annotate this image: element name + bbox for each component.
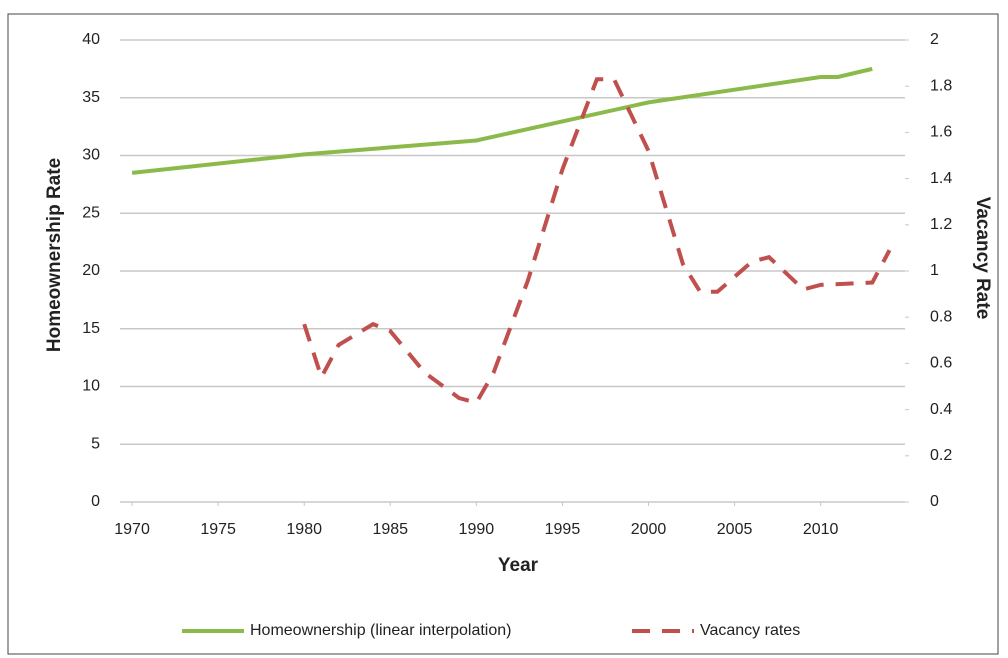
y-axis-title: Homeownership Rate [44,158,65,352]
y2-tick-label: 0.4 [930,401,952,418]
y2-tick-label: 1.8 [930,77,952,94]
y-tick-label: 0 [91,493,100,510]
y-tick-label: 40 [82,31,100,48]
y2-tick-label: 2 [930,31,939,48]
y-tick-label: 30 [82,147,100,164]
y-tick-label: 25 [82,204,100,221]
series-line [131,66,873,175]
y2-tick-label: 1.4 [930,170,952,187]
x-tick-label: 1980 [286,521,322,538]
y2-axis-title: Vacancy Rate [972,197,993,320]
x-tick-label: 1970 [114,521,150,538]
series-line [302,77,892,406]
legend-label: Vacancy rates [700,622,800,639]
y2-tick-label: 0.6 [930,355,952,372]
y2-tick-label: 1 [930,262,939,279]
x-tick-label: 1975 [200,521,236,538]
frame [7,13,999,655]
x-axis-title: Year [498,555,539,576]
x-tick-label: 2005 [717,521,753,538]
x-tick-label: 1995 [545,521,581,538]
x-tick-label: 1985 [372,521,408,538]
y2-tick-label: 0 [930,493,939,510]
x-tick-label: 1990 [459,521,495,538]
x-tick-label: 2000 [631,521,667,538]
y2-tick-label: 1.2 [930,216,952,233]
legend-label: Homeownership (linear interpolation) [250,622,511,639]
y2-tick-label: 0.2 [930,447,952,464]
y2-tick-label: 0.8 [930,308,952,325]
y-tick-label: 10 [82,378,100,395]
y2-tick-label: 1.6 [930,124,952,141]
y-tick-label: 20 [82,262,100,279]
y-tick-label: 15 [82,320,100,337]
y-tick-label: 5 [91,435,100,452]
y-tick-label: 35 [82,89,100,106]
x-tick-label: 2010 [803,521,839,538]
